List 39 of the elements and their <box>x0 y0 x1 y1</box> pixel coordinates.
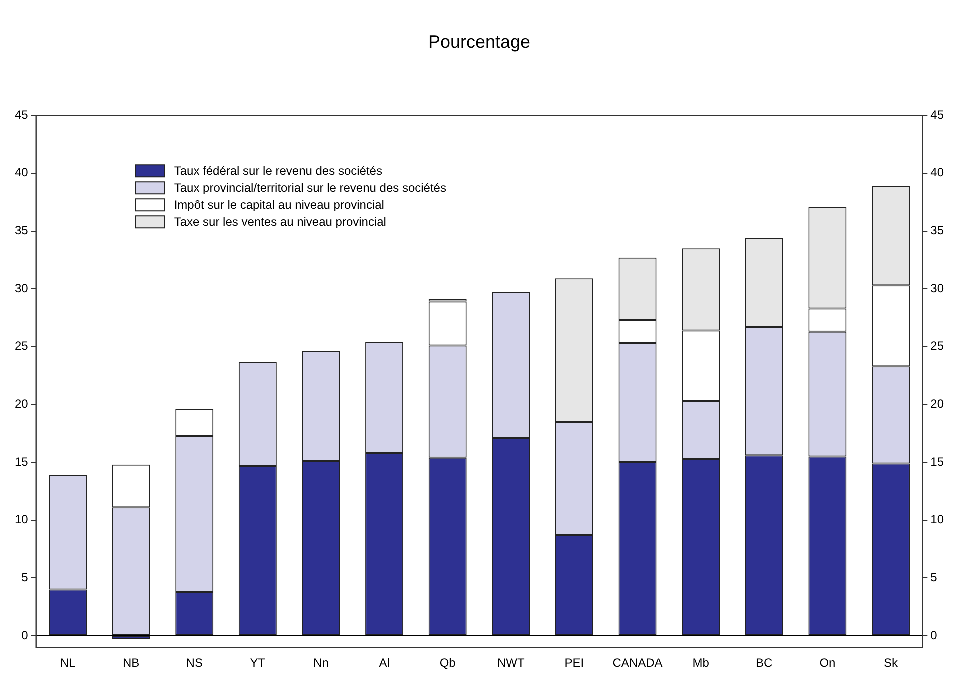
y-tick-label: 30 <box>14 281 29 296</box>
x-tick-label: YT <box>250 656 266 670</box>
x-tick-label: Qb <box>440 656 456 670</box>
x-tick-label: NB <box>122 656 140 670</box>
y-tick-label: 20 <box>14 397 29 412</box>
x-tick-label: On <box>820 656 836 670</box>
x-tick-label: NS <box>186 656 203 670</box>
y2-tick-label: 10 <box>930 512 944 527</box>
y-tick-label: 45 <box>14 108 29 122</box>
y-tick-label: 35 <box>14 224 29 238</box>
x-tick-label: Sk <box>884 656 899 670</box>
y2-tick-label: 30 <box>930 281 944 296</box>
y2-tick-label: 5 <box>930 570 938 585</box>
legend-label: Taux provincial/territorial sur le revenu des sociétés <box>174 180 446 195</box>
x-tick-label: CANADA <box>612 656 663 670</box>
legend-label: Impôt sur le capital au niveau provincial <box>174 198 384 212</box>
y-tick-label: 10 <box>14 512 29 527</box>
y2-tick-label: 35 <box>930 224 944 238</box>
x-tick-label: BC <box>756 656 774 670</box>
x-tick-label: Al <box>379 656 390 670</box>
y2-tick-label: 45 <box>930 108 944 122</box>
y2-tick-label: 15 <box>930 454 944 469</box>
y-tick-label: 0 <box>22 628 29 642</box>
y2-tick-label: 40 <box>930 166 944 180</box>
y2-tick-label: 0 <box>930 628 938 642</box>
y2-tick-label: 20 <box>930 397 944 412</box>
y-tick-label: 15 <box>14 454 29 469</box>
x-tick-label: NWT <box>497 656 526 670</box>
legend-label: Taux fédéral sur le revenu des sociétés <box>174 164 382 178</box>
x-tick-label: PEI <box>564 656 584 670</box>
y-tick-label: 25 <box>14 339 29 354</box>
legend-label: Taxe sur les ventes au niveau provincial <box>174 214 386 229</box>
chart-title: Pourcentage <box>428 32 531 52</box>
x-tick-label: Nn <box>314 656 329 670</box>
y2-tick-label: 25 <box>930 339 944 354</box>
y-tick-label: 5 <box>22 570 29 585</box>
y-tick-label: 40 <box>14 166 29 180</box>
x-tick-label: NL <box>60 656 76 670</box>
x-tick-label: Mb <box>692 656 710 670</box>
